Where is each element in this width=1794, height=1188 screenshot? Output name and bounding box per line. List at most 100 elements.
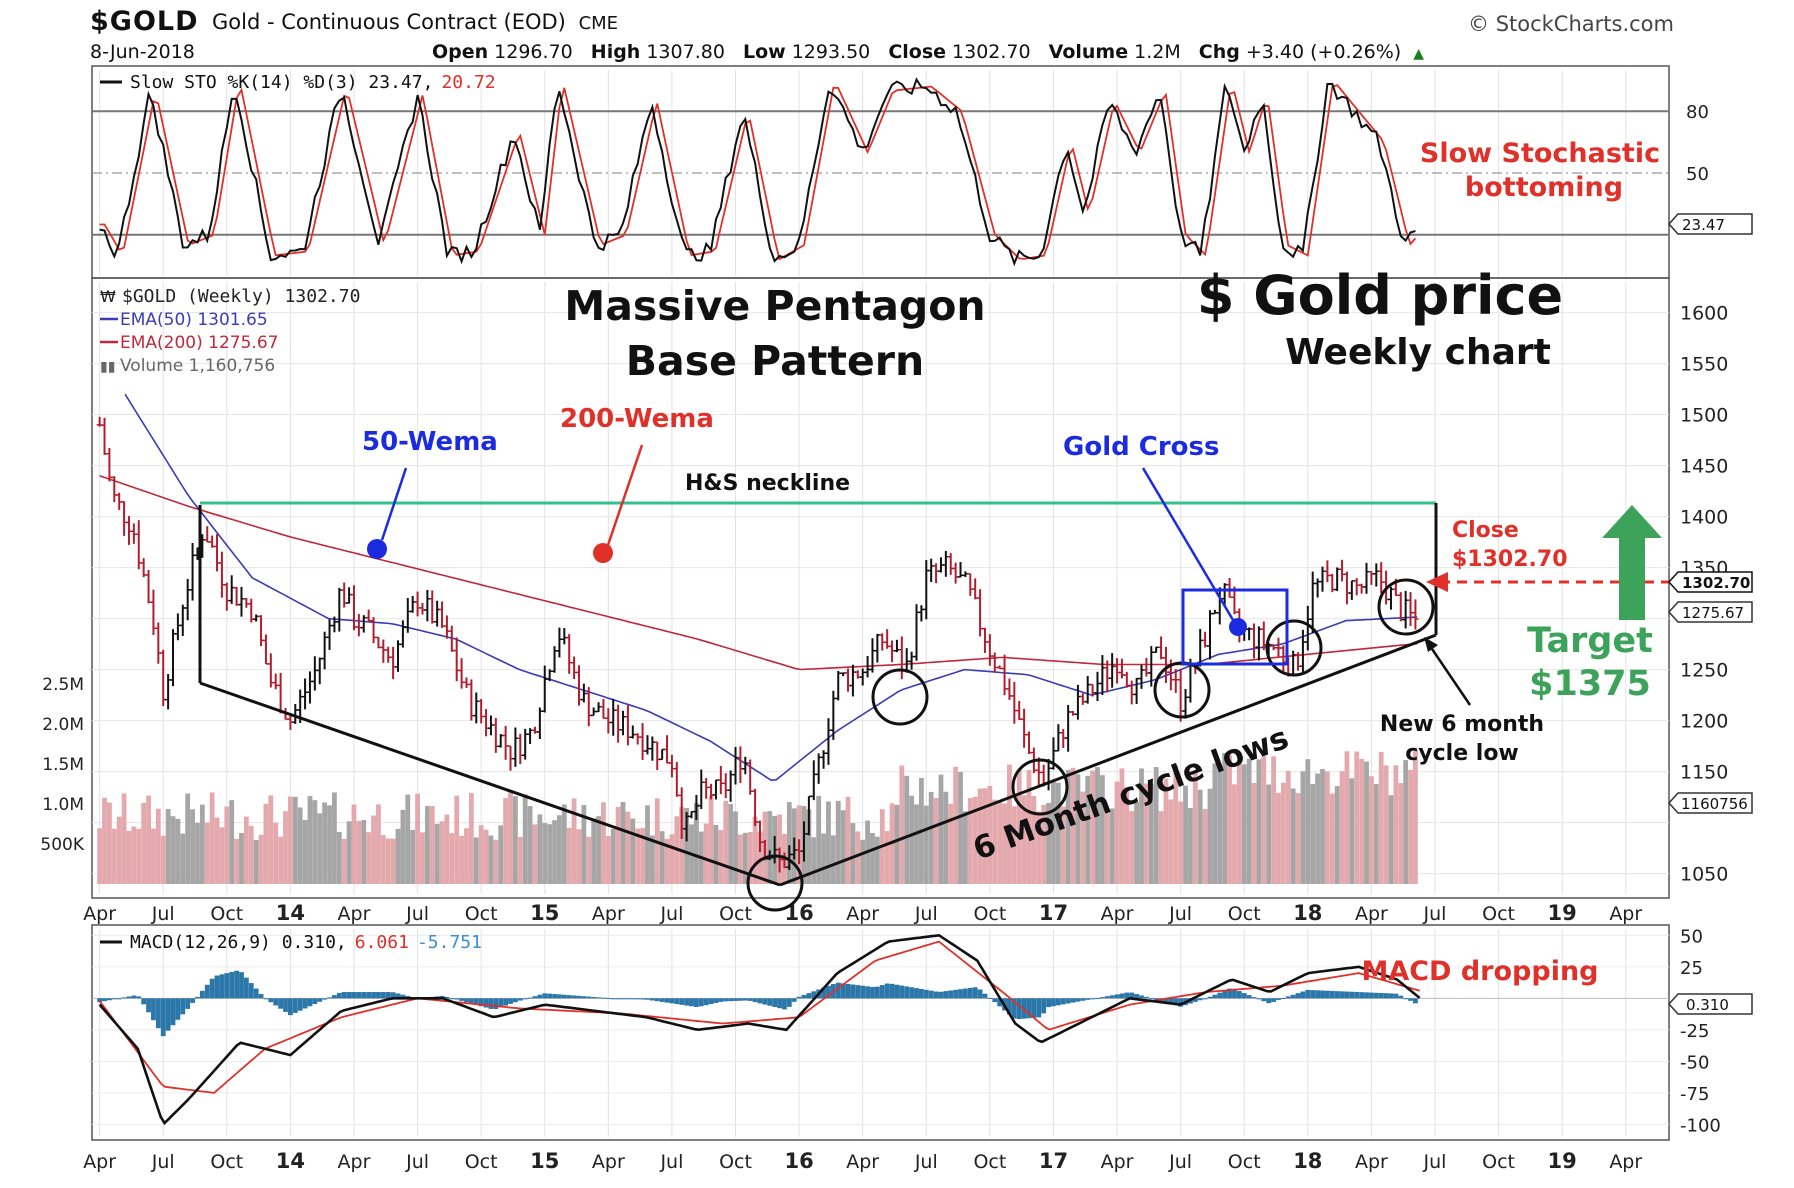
macd-histogram-bar	[1011, 998, 1017, 1019]
volume-bar	[992, 799, 998, 884]
volume-bar	[1139, 768, 1144, 884]
macd-x-tick-label: Oct	[719, 1151, 752, 1173]
macd-histogram-bar	[390, 992, 396, 999]
volume-bar	[1217, 769, 1223, 884]
macd-histogram-bar	[1364, 992, 1369, 999]
volume-bar	[322, 802, 328, 884]
volume-bar	[1002, 803, 1007, 884]
macd-histogram-bar	[1168, 998, 1174, 1004]
volume-tag-text: 1160756	[1681, 795, 1748, 813]
volume-bar	[1085, 775, 1091, 884]
price-y-tick-label: 1150	[1680, 762, 1728, 784]
volume-bar	[1168, 799, 1174, 884]
volume-bar	[263, 803, 269, 884]
macd-x-tick-label: Oct	[465, 1151, 498, 1173]
macd-histogram-bar	[1124, 992, 1130, 999]
pentagon-lower-right	[779, 633, 1437, 887]
volume-bar	[1202, 808, 1208, 884]
macd-histogram-bar	[107, 998, 112, 1001]
volume-bar	[400, 809, 406, 884]
volume-bar	[405, 794, 411, 884]
volume-bar	[1305, 759, 1311, 884]
macd-histogram-bar	[953, 989, 959, 999]
volume-bar	[894, 804, 900, 884]
macd-histogram-bar	[845, 983, 851, 999]
macd-histogram-bar	[1398, 995, 1404, 999]
macd-histogram-bar	[1373, 992, 1379, 999]
macd-histogram-bar	[874, 986, 880, 999]
macd-histogram-bar	[1241, 993, 1247, 999]
macd-histogram-bar	[508, 998, 513, 1004]
macd-histogram-bar	[1153, 998, 1159, 1000]
gold-cross-box	[1181, 588, 1289, 666]
price-x-tick-label: 14	[276, 901, 305, 925]
macd-histogram-bar	[674, 998, 680, 1005]
price-y-tick-label: 1050	[1680, 864, 1728, 886]
chg-label: Chg	[1198, 41, 1240, 63]
macd-histogram-bar	[943, 991, 949, 999]
macd-histogram-bar	[1134, 994, 1140, 999]
ema200-marker	[593, 543, 613, 563]
macd-histogram-bar	[615, 998, 621, 1000]
volume-bar	[1329, 793, 1335, 884]
volume-bar	[816, 795, 822, 884]
axis-labels: Apr Apr Jul Jul Oct Oct 14 14 Apr Apr Jul Jul Oct Oct…	[40, 102, 1728, 1173]
volume-bars	[97, 749, 1418, 1037]
ema50-label: 50-Wema	[362, 427, 498, 457]
volume-bar	[224, 806, 230, 884]
macd-histogram-bar	[1051, 998, 1056, 1007]
macd-histogram-bar	[268, 998, 274, 1003]
macd-histogram-bar	[102, 998, 107, 1002]
volume-bar	[1060, 806, 1066, 884]
macd-histogram-bar	[239, 972, 244, 999]
price-bars	[96, 416, 1419, 873]
macd-histogram-bar	[332, 995, 337, 999]
volume-bar	[317, 813, 323, 884]
volume-bar	[1007, 764, 1012, 884]
volume-bar	[1324, 771, 1330, 884]
pattern-title-line2: Base Pattern	[626, 337, 924, 385]
macd-histogram-bar	[513, 998, 518, 1003]
volume-bar	[610, 829, 616, 884]
price-x-tick-label: Oct	[1228, 903, 1261, 925]
macd-y-tick-label: -25	[1680, 1021, 1709, 1042]
price-y-tick-label: 1450	[1680, 456, 1728, 478]
macd-histogram-bar	[757, 998, 763, 1004]
macd-histogram-bar	[835, 982, 841, 999]
macd-histogram-bar	[669, 998, 675, 1004]
macd-histogram-bar	[992, 998, 998, 1003]
macd-histogram-bar	[997, 998, 1003, 1007]
macd-histogram-bar	[1139, 995, 1144, 999]
macd-histogram-bar	[782, 998, 787, 1010]
volume-bar	[302, 820, 308, 884]
macd-histogram-bar	[376, 992, 381, 999]
macd-x-tick-label: 14	[276, 1149, 305, 1173]
volume-bar	[483, 829, 489, 884]
macd-histogram-bar	[141, 998, 147, 1005]
volume-bar	[444, 814, 450, 884]
exchange-label: CME	[578, 13, 619, 34]
gold-cross-label: Gold Cross	[1063, 432, 1220, 462]
volume-bar	[826, 801, 831, 884]
price-x-tick-label: 19	[1548, 901, 1577, 925]
macd-histogram-bar	[1041, 998, 1047, 1014]
macd-histogram-bar	[1031, 998, 1037, 1018]
volume-bar	[278, 836, 284, 884]
cycle-low-circle	[1153, 661, 1211, 719]
volume-bar	[1188, 807, 1193, 884]
volume-bar	[1334, 786, 1340, 884]
price-x-tick-label: Oct	[1482, 903, 1515, 925]
contract-name: Gold - Continuous Contract (EOD)	[212, 10, 566, 34]
macd-histogram-bar	[1178, 998, 1184, 1007]
macd-x-tick-label: 17	[1039, 1149, 1068, 1173]
low-value: 1293.50	[791, 41, 871, 63]
macd-histogram-bar	[645, 998, 650, 1000]
macd-histogram-bar	[459, 998, 464, 1001]
macd-histogram-bar	[958, 989, 963, 999]
volume-bar	[884, 831, 890, 884]
volume-bar	[356, 821, 362, 884]
volume-label: Volume	[1048, 41, 1129, 63]
volume-bar	[131, 826, 137, 884]
macd-histogram-bar	[620, 998, 626, 1000]
macd-y-tick-label: -100	[1680, 1115, 1721, 1136]
